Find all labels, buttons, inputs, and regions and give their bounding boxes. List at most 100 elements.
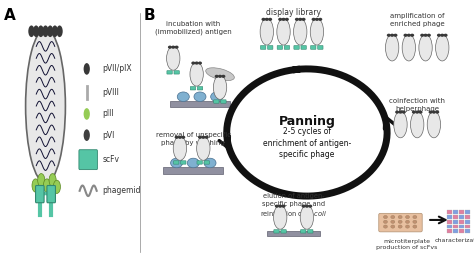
Bar (447, 229, 452, 233)
FancyBboxPatch shape (274, 230, 279, 233)
Circle shape (83, 63, 90, 75)
Circle shape (177, 92, 189, 101)
Text: scFv: scFv (102, 154, 119, 164)
Circle shape (215, 75, 219, 78)
Text: pVI: pVI (102, 131, 115, 140)
Circle shape (403, 34, 408, 37)
Bar (459, 210, 465, 214)
Circle shape (390, 34, 394, 37)
Circle shape (198, 136, 202, 139)
Circle shape (198, 61, 202, 65)
Circle shape (47, 25, 53, 37)
Circle shape (171, 46, 175, 49)
Bar (459, 220, 465, 224)
Ellipse shape (206, 68, 234, 81)
Circle shape (195, 61, 199, 65)
Bar (163, 167, 223, 174)
Text: incubation with
(immobilized) antigen: incubation with (immobilized) antigen (155, 21, 232, 35)
Circle shape (201, 136, 205, 139)
Text: pIII: pIII (102, 109, 114, 118)
Circle shape (405, 215, 410, 219)
Text: coinfection with
helperphage: coinfection with helperphage (389, 98, 445, 112)
Circle shape (83, 129, 90, 141)
FancyBboxPatch shape (190, 87, 196, 90)
Circle shape (275, 205, 279, 208)
Text: removal of unspecific
phage by washing: removal of unspecific phage by washing (156, 132, 231, 146)
Circle shape (413, 225, 417, 228)
FancyBboxPatch shape (197, 87, 203, 90)
Circle shape (383, 220, 387, 223)
Bar (453, 215, 458, 219)
Circle shape (440, 34, 444, 37)
Circle shape (181, 136, 185, 139)
Text: elution of antigen-
specific phage and
reinfection of $E. coli$: elution of antigen- specific phage and r… (260, 193, 327, 218)
Text: A: A (4, 8, 16, 23)
Text: microtiterplate
production of scFvs: microtiterplate production of scFvs (376, 238, 438, 250)
Circle shape (391, 220, 395, 223)
Circle shape (210, 92, 223, 101)
Ellipse shape (26, 29, 65, 183)
Ellipse shape (273, 205, 287, 229)
Bar (170, 101, 230, 107)
Ellipse shape (300, 205, 314, 229)
Bar (447, 215, 452, 219)
Bar (447, 220, 452, 224)
Bar (459, 215, 465, 219)
Circle shape (391, 215, 395, 219)
FancyBboxPatch shape (310, 46, 316, 49)
Ellipse shape (190, 62, 203, 86)
Ellipse shape (166, 46, 180, 70)
FancyBboxPatch shape (197, 161, 202, 164)
Circle shape (33, 25, 39, 37)
Bar (465, 210, 470, 214)
Bar (267, 231, 320, 236)
FancyBboxPatch shape (301, 46, 306, 49)
FancyBboxPatch shape (379, 213, 422, 232)
Circle shape (42, 25, 49, 37)
Circle shape (413, 220, 417, 223)
Circle shape (444, 34, 447, 37)
Ellipse shape (394, 111, 407, 138)
Ellipse shape (293, 19, 307, 45)
Circle shape (52, 25, 58, 37)
Circle shape (315, 18, 319, 21)
Text: pVII/pIX: pVII/pIX (102, 64, 132, 73)
Circle shape (204, 158, 216, 168)
FancyBboxPatch shape (318, 46, 323, 49)
Bar (459, 229, 465, 233)
Circle shape (405, 225, 410, 228)
Circle shape (295, 18, 299, 21)
FancyBboxPatch shape (79, 150, 97, 170)
Circle shape (285, 18, 289, 21)
Bar (447, 210, 452, 214)
Circle shape (194, 92, 206, 101)
Circle shape (391, 225, 395, 228)
Circle shape (398, 225, 402, 228)
FancyBboxPatch shape (284, 46, 290, 49)
Ellipse shape (310, 19, 324, 45)
Ellipse shape (402, 34, 416, 61)
Circle shape (53, 180, 61, 193)
Text: B: B (143, 8, 155, 23)
Circle shape (301, 205, 306, 208)
FancyBboxPatch shape (174, 71, 179, 74)
Circle shape (37, 174, 45, 187)
Circle shape (298, 18, 302, 21)
Text: characterization: characterization (435, 238, 474, 244)
Ellipse shape (385, 34, 399, 61)
Text: display library: display library (266, 8, 321, 17)
Circle shape (37, 25, 44, 37)
Ellipse shape (173, 136, 187, 160)
Circle shape (383, 215, 387, 219)
Ellipse shape (260, 19, 273, 45)
FancyBboxPatch shape (308, 230, 313, 233)
Text: 2-5 cycles of
enrichment of antigen-
specific phage: 2-5 cycles of enrichment of antigen- spe… (263, 127, 351, 160)
Circle shape (174, 136, 179, 139)
Text: amplification of
enriched phage: amplification of enriched phage (390, 13, 445, 27)
Text: Panning: Panning (279, 115, 335, 129)
Circle shape (282, 18, 285, 21)
Circle shape (278, 18, 282, 21)
Ellipse shape (213, 76, 227, 99)
FancyBboxPatch shape (214, 100, 219, 103)
Circle shape (318, 18, 322, 21)
